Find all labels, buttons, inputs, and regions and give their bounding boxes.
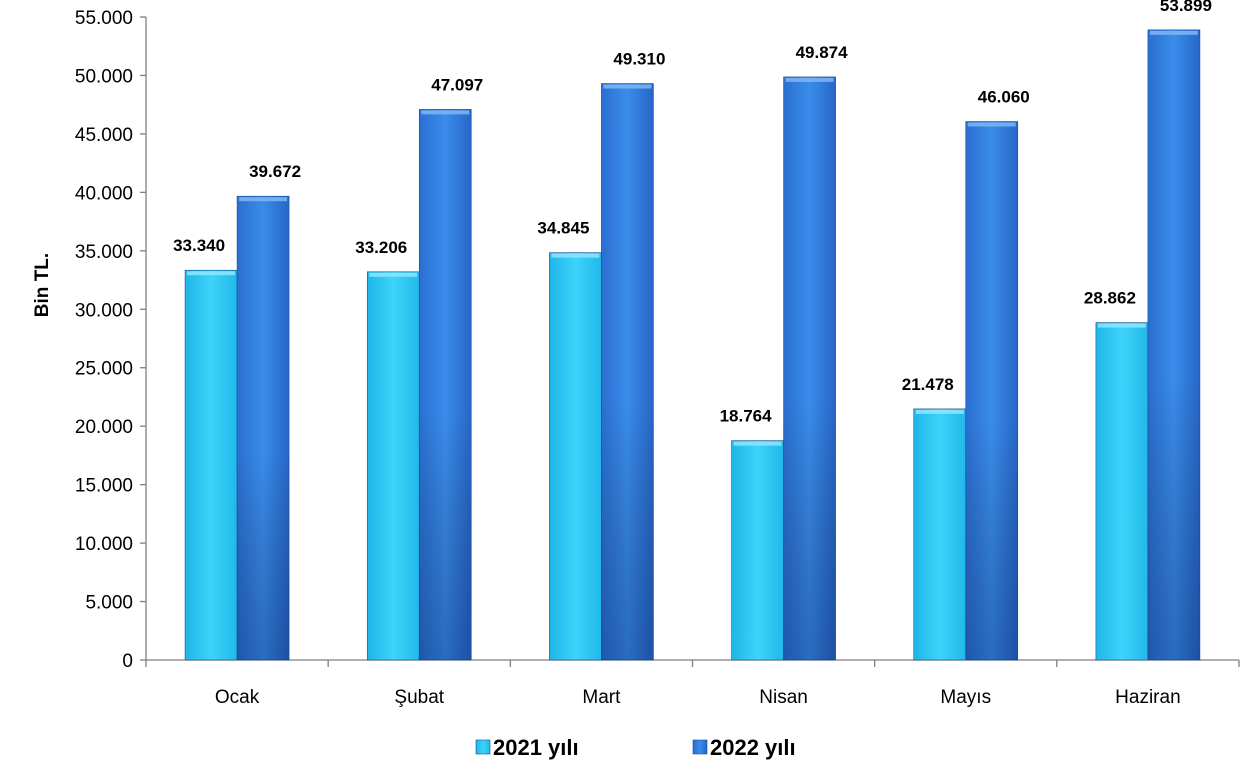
bar-shade [419,109,472,661]
x-tick-label: Ocak [215,687,260,708]
bar-bevel [1097,323,1146,328]
data-label: 28.862 [1084,289,1136,308]
y-tick-label: 15.000 [75,476,133,497]
x-tick-label: Şubat [394,687,444,708]
bar-2021 [913,408,967,661]
bar-bevel [551,253,600,258]
bar-shade [783,76,836,660]
x-tick-label: Haziran [1115,687,1180,708]
bar-shade [965,121,1018,660]
legend-swatch-2021 [475,739,491,755]
y-tick-label: 35.000 [75,242,133,263]
bar-shade [1147,29,1200,660]
data-label: 33.340 [173,236,225,255]
y-tick-label: 5.000 [85,593,133,614]
y-tick-label: 20.000 [75,417,133,438]
data-label: 49.874 [796,43,849,62]
axes: 0 5.000 10.000 15.000 20.000 25.000 30.000 35.0… [75,8,1240,708]
x-tick-label: Mart [582,687,621,708]
bar-2021 [366,271,420,661]
y-tick-label: 0 [122,651,133,672]
y-tick-label: 30.000 [75,300,133,321]
legend: 2021 yılı 2022 yılı [475,735,796,760]
bar-bevel [733,441,782,446]
bar-2021 [1095,322,1149,661]
bar-2021 [731,440,784,661]
bars [184,29,1201,661]
y-tick-label: 25.000 [75,359,133,380]
y-tick-label: 10.000 [75,534,133,555]
bar-bevel [187,271,236,276]
bar-bevel [603,84,652,89]
x-tick-label: Nisan [759,687,808,708]
legend-label-2021: 2021 yılı [493,735,579,760]
data-label: 46.060 [978,88,1030,107]
data-label: 53.899 [1160,0,1212,15]
data-label: 47.097 [431,75,483,94]
x-tick-label: Mayıs [940,687,991,708]
bar-shade [601,83,654,661]
bar-bevel [1149,30,1198,35]
bar-bevel [369,272,418,277]
bar-2021 [184,269,238,661]
data-label: 39.672 [249,162,301,181]
legend-label-2022: 2022 yılı [710,735,796,760]
data-label: 33.206 [355,238,407,257]
y-tick-label: 45.000 [75,125,133,146]
bar-shade [237,196,290,661]
y-tick-label: 40.000 [75,183,133,204]
y-axis-title: Bin TL. [32,253,53,317]
data-label: 21.478 [902,375,954,394]
bar-2021 [549,252,602,661]
data-label: 18.764 [720,407,773,426]
y-tick-label: 55.000 [75,8,133,29]
bar-bevel [915,409,964,414]
bar-bevel [785,77,834,82]
bar-bevel [967,122,1016,127]
data-labels: 33.340 39.672 33.206 47.097 34.845 49.310 18.7… [173,0,1212,426]
data-label: 49.310 [613,50,665,69]
bar-bevel [421,110,470,115]
data-label: 34.845 [537,219,589,238]
y-tick-label: 50.000 [75,66,133,87]
bar-bevel [239,197,288,202]
legend-swatch-2022 [692,739,708,755]
